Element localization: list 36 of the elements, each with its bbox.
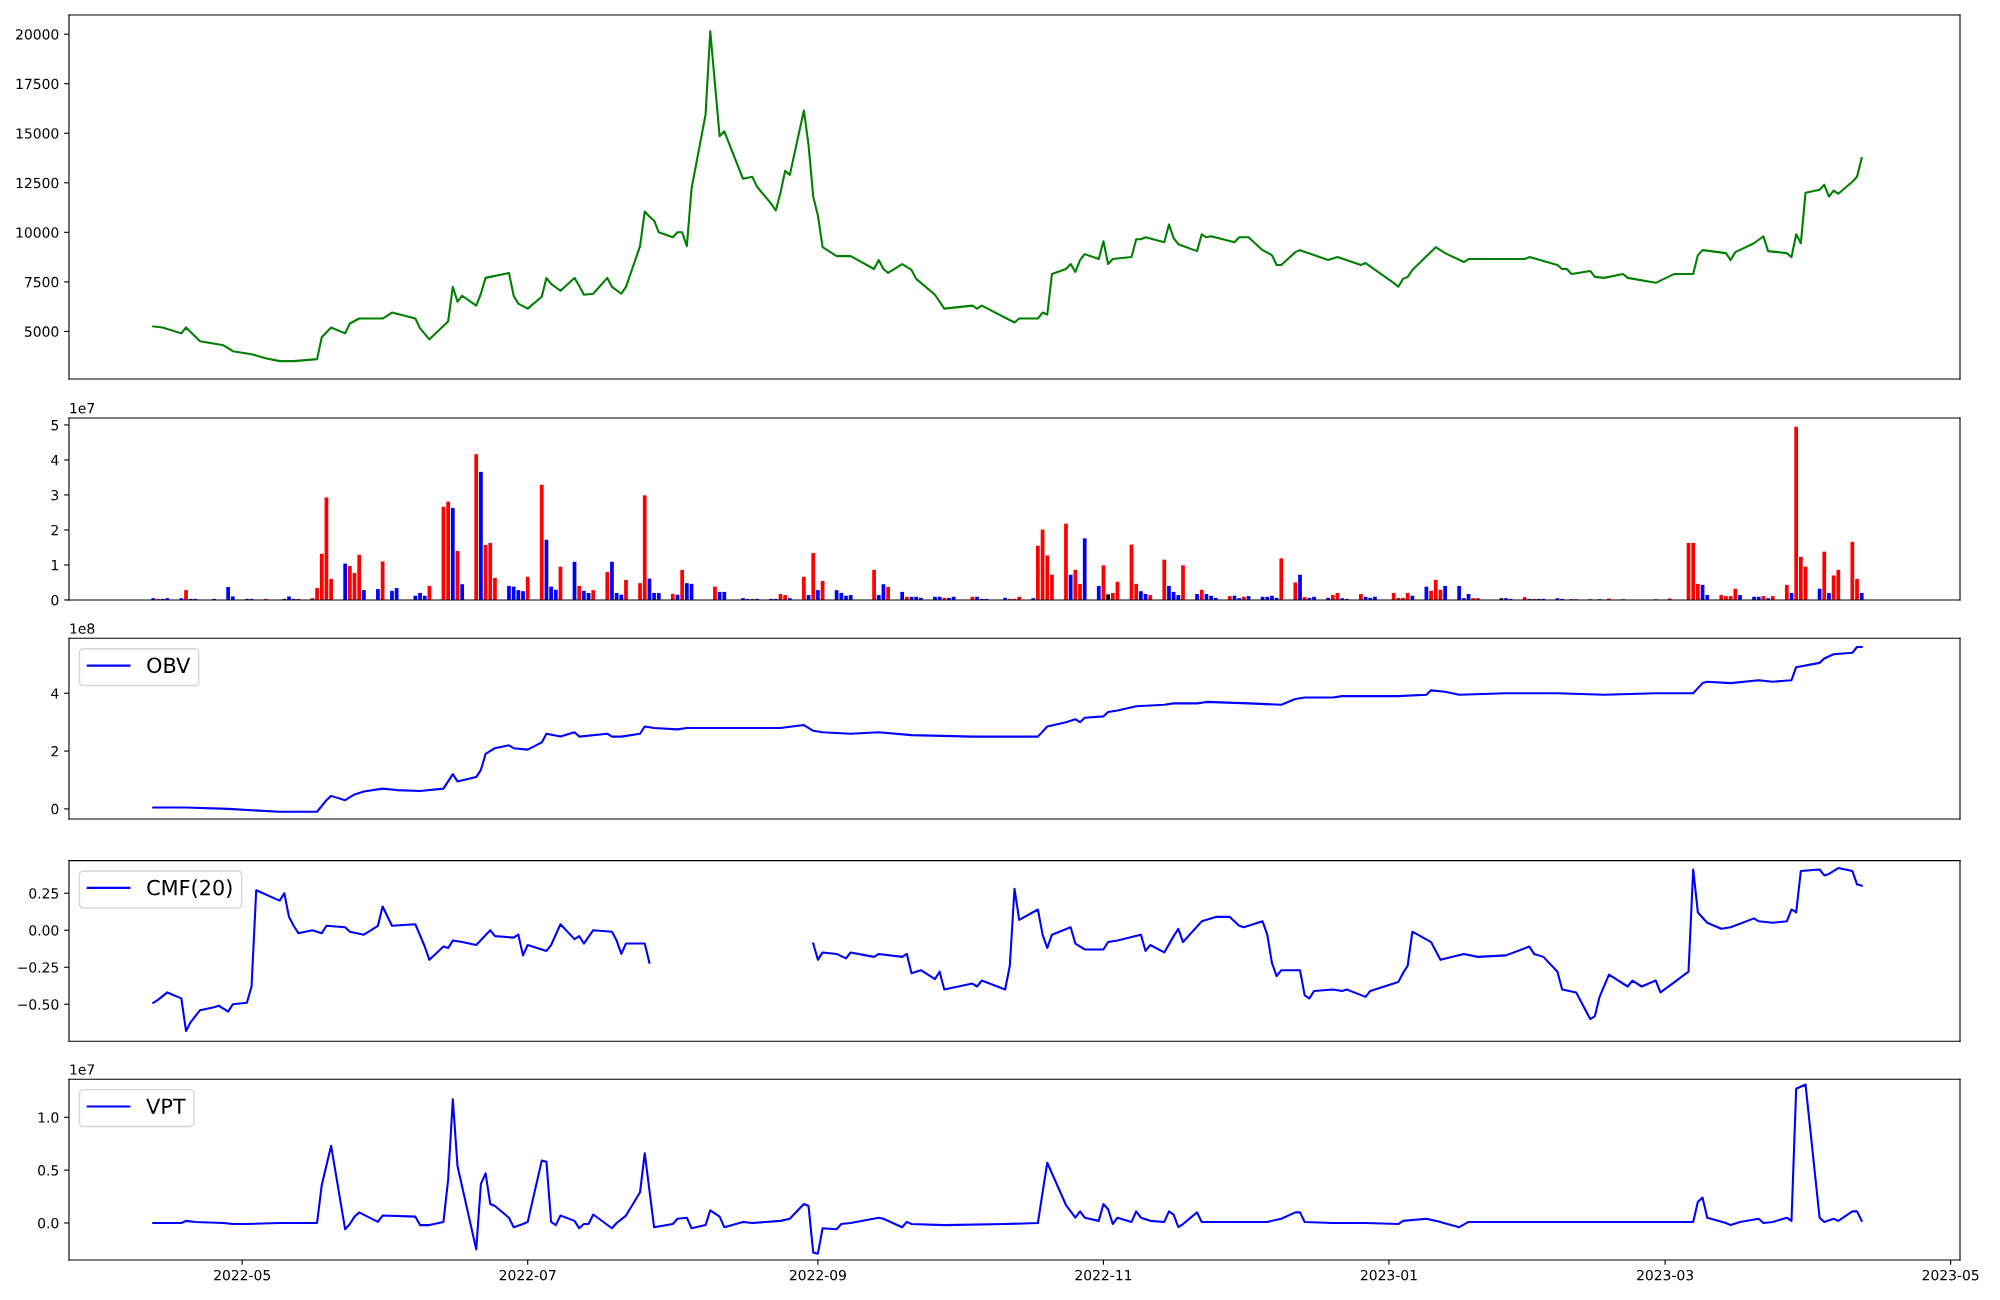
y-tick-label: 5000 (25, 326, 59, 337)
x-tick-label: 2023-03 (1637, 1269, 1694, 1281)
y-tick-label: 7500 (25, 276, 59, 288)
x-tick-label: 2023-05 (1922, 1269, 1979, 1281)
y-tick-label: 20000 (16, 29, 59, 40)
text: 1e8 (70, 623, 95, 634)
y-tick-label: 0.00 (29, 925, 59, 936)
y-tick-label: 4 (51, 455, 59, 466)
y-tick-label: −0.25 (18, 962, 59, 973)
legend-label: VPT (146, 1098, 186, 1114)
legend-label: OBV (147, 657, 191, 674)
y-tick-label: 12500 (16, 177, 59, 189)
legend-label: CMF(20) (147, 879, 232, 898)
y-tick-label: 1 (51, 560, 58, 571)
text: 1e7 (70, 1064, 95, 1075)
y-tick-label: 15000 (16, 128, 59, 139)
x-tick-label: 2022-05 (214, 1269, 270, 1281)
text: 1e7 (70, 403, 95, 414)
y-tick-label: 10000 (16, 227, 59, 238)
x-tick-label: 2022-09 (789, 1269, 846, 1281)
x-tick-label: 2022-07 (499, 1269, 556, 1281)
y-tick-label: 4 (51, 688, 59, 699)
x-tick-label: 2023-01 (1360, 1269, 1417, 1281)
y-tick-label: −0.50 (18, 999, 59, 1010)
y-tick-label: 17500 (16, 78, 59, 90)
y-tick-label: 1.0 (38, 1112, 59, 1123)
y-tick-label: 0 (51, 594, 59, 606)
y-tick-label: 2 (51, 524, 58, 536)
y-tick-label: 3 (51, 489, 59, 501)
y-tick-label: 0.25 (29, 888, 59, 899)
x-tick-label: 2022-11 (1075, 1269, 1132, 1281)
y-tick-label: 2 (51, 746, 58, 757)
y-tick-label: 0.5 (38, 1165, 59, 1176)
y-tick-label: 0 (51, 803, 59, 815)
y-tick-label: 5 (51, 420, 59, 431)
y-tick-label: 0.0 (38, 1217, 59, 1229)
